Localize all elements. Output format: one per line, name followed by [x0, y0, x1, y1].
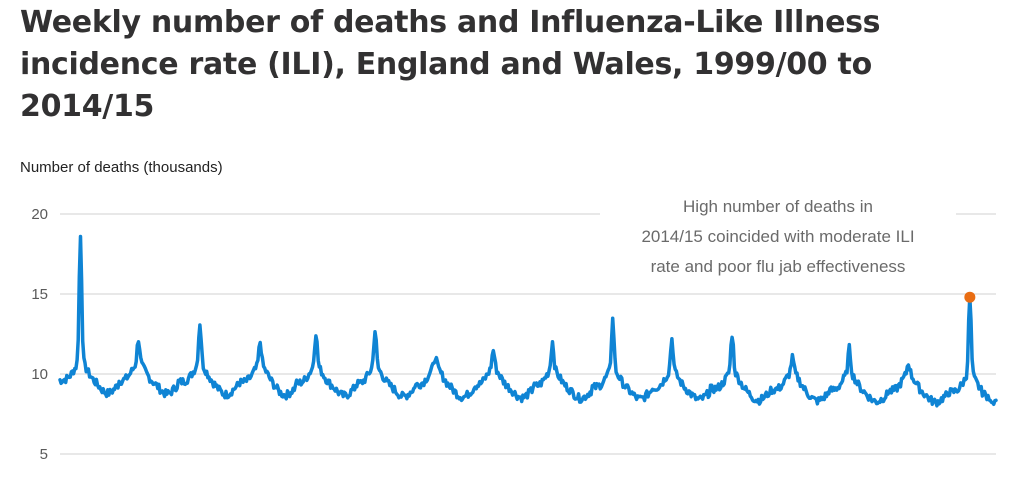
annotation-line-3: rate and poor flu jab effectiveness — [650, 257, 906, 276]
annotation-line-1: High number of deaths in — [683, 197, 873, 216]
y-tick-label-20: 20 — [31, 206, 48, 223]
series-line-deaths — [58, 234, 998, 408]
y-tick-label-10: 10 — [31, 366, 48, 383]
y-tick-labels: 20 15 10 5 — [31, 206, 48, 463]
deaths-series — [58, 234, 998, 408]
y-axis-title: Number of deaths (thousands) — [20, 159, 223, 176]
highlight-marker-layer — [964, 291, 976, 303]
annotation-line-2: 2014/15 coincided with moderate ILI — [641, 227, 915, 246]
chart-title: Weekly number of deaths and Influenza-Li… — [20, 5, 881, 124]
y-tick-label-15: 15 — [31, 286, 48, 303]
highlight-point-2014-15 — [964, 291, 976, 303]
y-tick-label-5: 5 — [40, 446, 48, 463]
annotation-box: High number of deaths in 2014/15 coincid… — [600, 192, 956, 282]
